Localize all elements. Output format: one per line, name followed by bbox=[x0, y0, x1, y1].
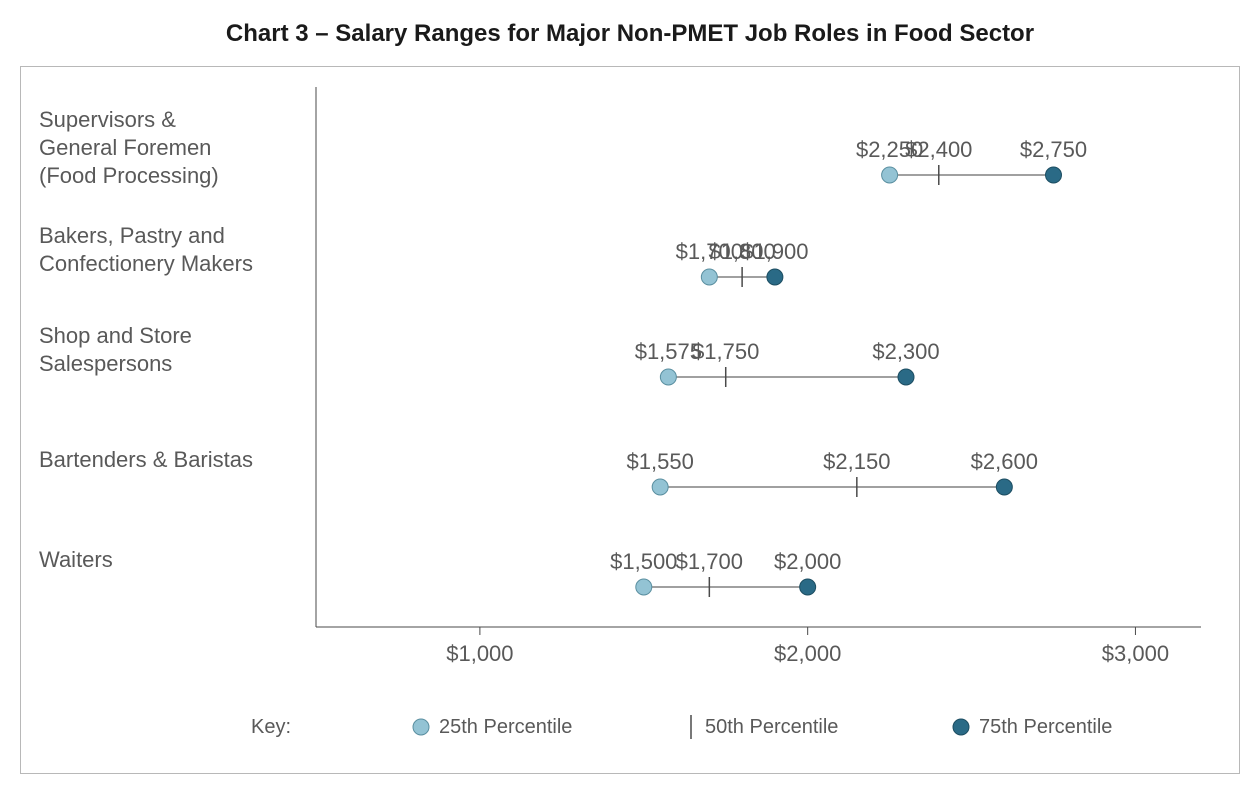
x-tick-label: $3,000 bbox=[1102, 641, 1169, 666]
category-label: Shop and Store bbox=[39, 323, 192, 348]
legend-p50-label: 50th Percentile bbox=[705, 716, 838, 738]
legend-key-label: Key: bbox=[251, 716, 291, 738]
legend-p25-icon bbox=[413, 719, 429, 735]
chart-container: $1,000 $2,000 $3,000 Supervisors & General F… bbox=[20, 66, 1240, 774]
category-label: Bakers, Pastry and bbox=[39, 223, 225, 248]
p50-value-label: $1,700 bbox=[676, 549, 743, 574]
category-label: General Foremen bbox=[39, 135, 211, 160]
p25-value-label: $1,500 bbox=[610, 549, 677, 574]
p75-marker bbox=[996, 479, 1012, 495]
chart-title: Chart 3 – Salary Ranges for Major Non-PM… bbox=[20, 20, 1240, 48]
p25-marker bbox=[652, 479, 668, 495]
legend-p75-label: 75th Percentile bbox=[979, 716, 1112, 738]
p50-value-label: $1,750 bbox=[692, 339, 759, 364]
p75-value-label: $2,600 bbox=[971, 449, 1038, 474]
p25-marker bbox=[882, 167, 898, 183]
x-tick-label: $2,000 bbox=[774, 641, 841, 666]
p50-value-label: $2,400 bbox=[905, 137, 972, 162]
p25-marker bbox=[701, 269, 717, 285]
p75-marker bbox=[1046, 167, 1062, 183]
category-label: Bartenders & Baristas bbox=[39, 447, 253, 472]
p75-value-label: $1,900 bbox=[741, 239, 808, 264]
p75-marker bbox=[898, 369, 914, 385]
category-label: Waiters bbox=[39, 547, 113, 572]
category-label: Confectionery Makers bbox=[39, 251, 253, 276]
salary-range-chart: $1,000 $2,000 $3,000 Supervisors & General F… bbox=[21, 67, 1239, 773]
p75-value-label: $2,300 bbox=[872, 339, 939, 364]
legend-p25-label: 25th Percentile bbox=[439, 716, 572, 738]
p50-value-label: $2,150 bbox=[823, 449, 890, 474]
p75-value-label: $2,000 bbox=[774, 549, 841, 574]
category-label: Supervisors & bbox=[39, 107, 176, 132]
category-label: Salespersons bbox=[39, 351, 172, 376]
p25-marker bbox=[636, 579, 652, 595]
p75-marker bbox=[800, 579, 816, 595]
p75-value-label: $2,750 bbox=[1020, 137, 1087, 162]
p25-value-label: $1,550 bbox=[627, 449, 694, 474]
p75-marker bbox=[767, 269, 783, 285]
x-tick-label: $1,000 bbox=[446, 641, 513, 666]
p25-marker bbox=[660, 369, 676, 385]
legend-p75-icon bbox=[953, 719, 969, 735]
category-label: (Food Processing) bbox=[39, 163, 219, 188]
